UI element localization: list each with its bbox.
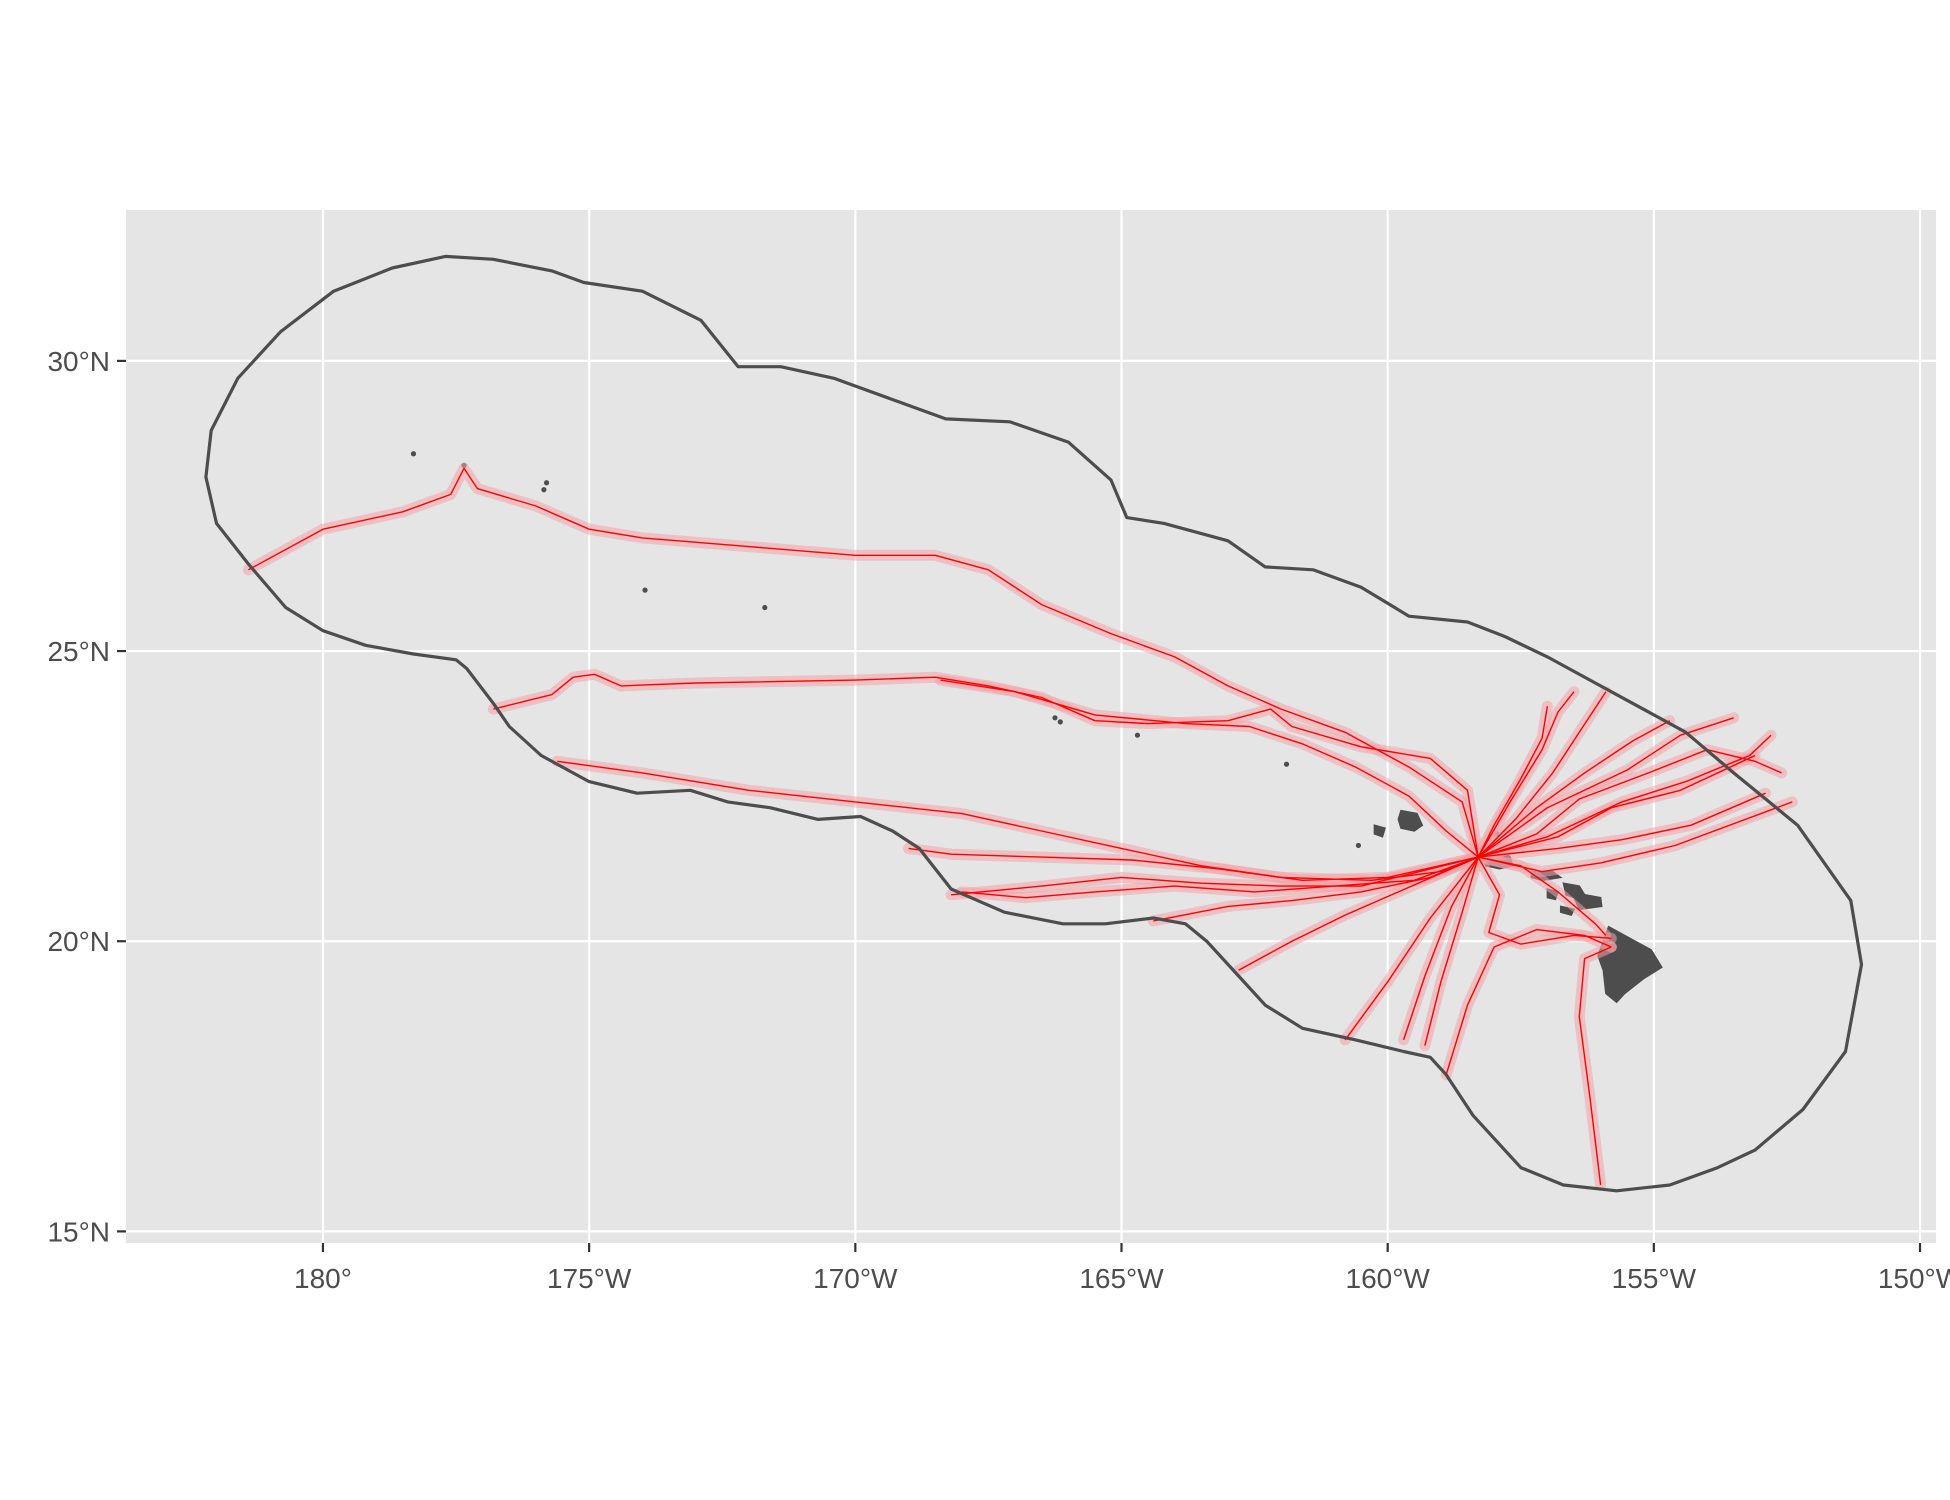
track-layer — [248, 467, 1793, 1186]
track-line — [248, 467, 1479, 858]
track-line — [1477, 749, 1782, 858]
track-line — [1402, 856, 1479, 1041]
track-line — [1445, 928, 1612, 1075]
track-line — [1477, 717, 1734, 858]
axes: 180° 175°W 170°W 165°W 160°W 155°W 150°W 30°N 25… — [47, 346, 1950, 1294]
track-line — [1478, 792, 1766, 858]
x-tick-label: 155°W — [1612, 1263, 1697, 1294]
x-tick-label: 165°W — [1079, 1263, 1164, 1294]
track-line — [1477, 856, 1612, 945]
islet — [1134, 732, 1141, 738]
study-area-boundary — [204, 254, 1864, 1193]
island — [1373, 824, 1386, 838]
y-tick-label: 15°N — [47, 1216, 110, 1247]
track-line — [1477, 706, 1549, 858]
track-line — [1478, 754, 1756, 858]
track-line — [951, 856, 1479, 896]
plot-panel — [126, 210, 1936, 1243]
track-line — [1344, 856, 1479, 1041]
x-tick-label: 175°W — [547, 1263, 632, 1294]
track-line — [493, 673, 1479, 858]
track-line — [1424, 856, 1479, 1046]
islet — [762, 604, 768, 611]
x-tick-label: 180° — [294, 1263, 352, 1294]
track-line — [1478, 734, 1772, 858]
y-tick-label: 25°N — [47, 636, 110, 667]
track-line — [940, 679, 1479, 858]
x-tick-label: 170°W — [813, 1263, 898, 1294]
islet — [1057, 719, 1063, 725]
track-line — [1578, 946, 1612, 1186]
islet — [410, 451, 417, 457]
track-line — [961, 856, 1479, 899]
islet — [642, 587, 648, 593]
islet — [541, 487, 547, 493]
x-tick-label: 160°W — [1346, 1263, 1431, 1294]
island — [1397, 809, 1424, 832]
islet — [543, 480, 550, 486]
track-line — [1477, 691, 1575, 858]
islet — [1052, 715, 1058, 721]
y-tick-label: 20°N — [47, 926, 110, 957]
track-line — [557, 760, 1479, 881]
track-line — [1478, 801, 1793, 873]
islet — [1355, 842, 1361, 849]
track-line — [1477, 720, 1671, 858]
x-tick-label: 150°W — [1878, 1263, 1950, 1294]
track-line — [1238, 856, 1479, 971]
y-tick-label: 30°N — [47, 346, 110, 377]
islet — [1283, 761, 1290, 767]
track-line — [908, 847, 1479, 881]
track-line — [1477, 691, 1607, 858]
